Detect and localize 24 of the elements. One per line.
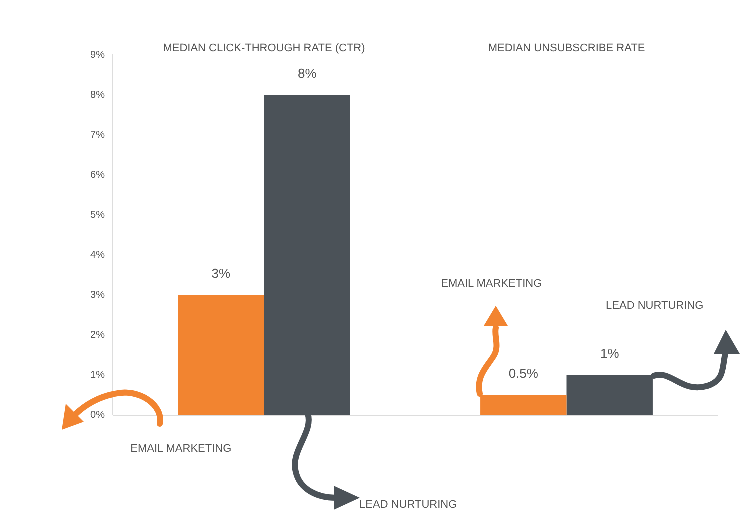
legend-label: LEAD NURTURING — [360, 499, 458, 512]
bar — [178, 295, 264, 415]
data-label: 3% — [212, 266, 231, 282]
bar — [566, 375, 653, 415]
y-tick-label: 5% — [90, 210, 106, 221]
text: EMAIL MARKETING — [130, 443, 232, 456]
text: LEAD NURTURING — [606, 300, 704, 312]
y-tick-label: 4% — [90, 250, 106, 261]
data-label: 1% — [600, 346, 620, 362]
data-label: 0.5% — [508, 366, 539, 382]
data-label: 8% — [298, 66, 318, 82]
y-tick-label: 6% — [90, 170, 106, 181]
y-tick-label: 1% — [90, 370, 106, 381]
y-tick-label: 7% — [90, 130, 106, 141]
y-tick-label: 2% — [90, 330, 106, 341]
bar — [264, 95, 350, 415]
x-tick-label: MEDIAN CLICK-THROUGH RATE (CTR) — [163, 42, 366, 54]
y-tick-label: 8% — [90, 90, 106, 101]
bar — [480, 395, 567, 415]
y-tick-label: 0% — [90, 410, 106, 421]
y-tick-label: 9% — [90, 50, 106, 61]
x-tick-label: MEDIAN UNSUBSCRIBE RATE — [488, 42, 646, 54]
y-tick-label: 3% — [90, 290, 106, 301]
text: EMAIL MARKETING — [441, 278, 542, 290]
